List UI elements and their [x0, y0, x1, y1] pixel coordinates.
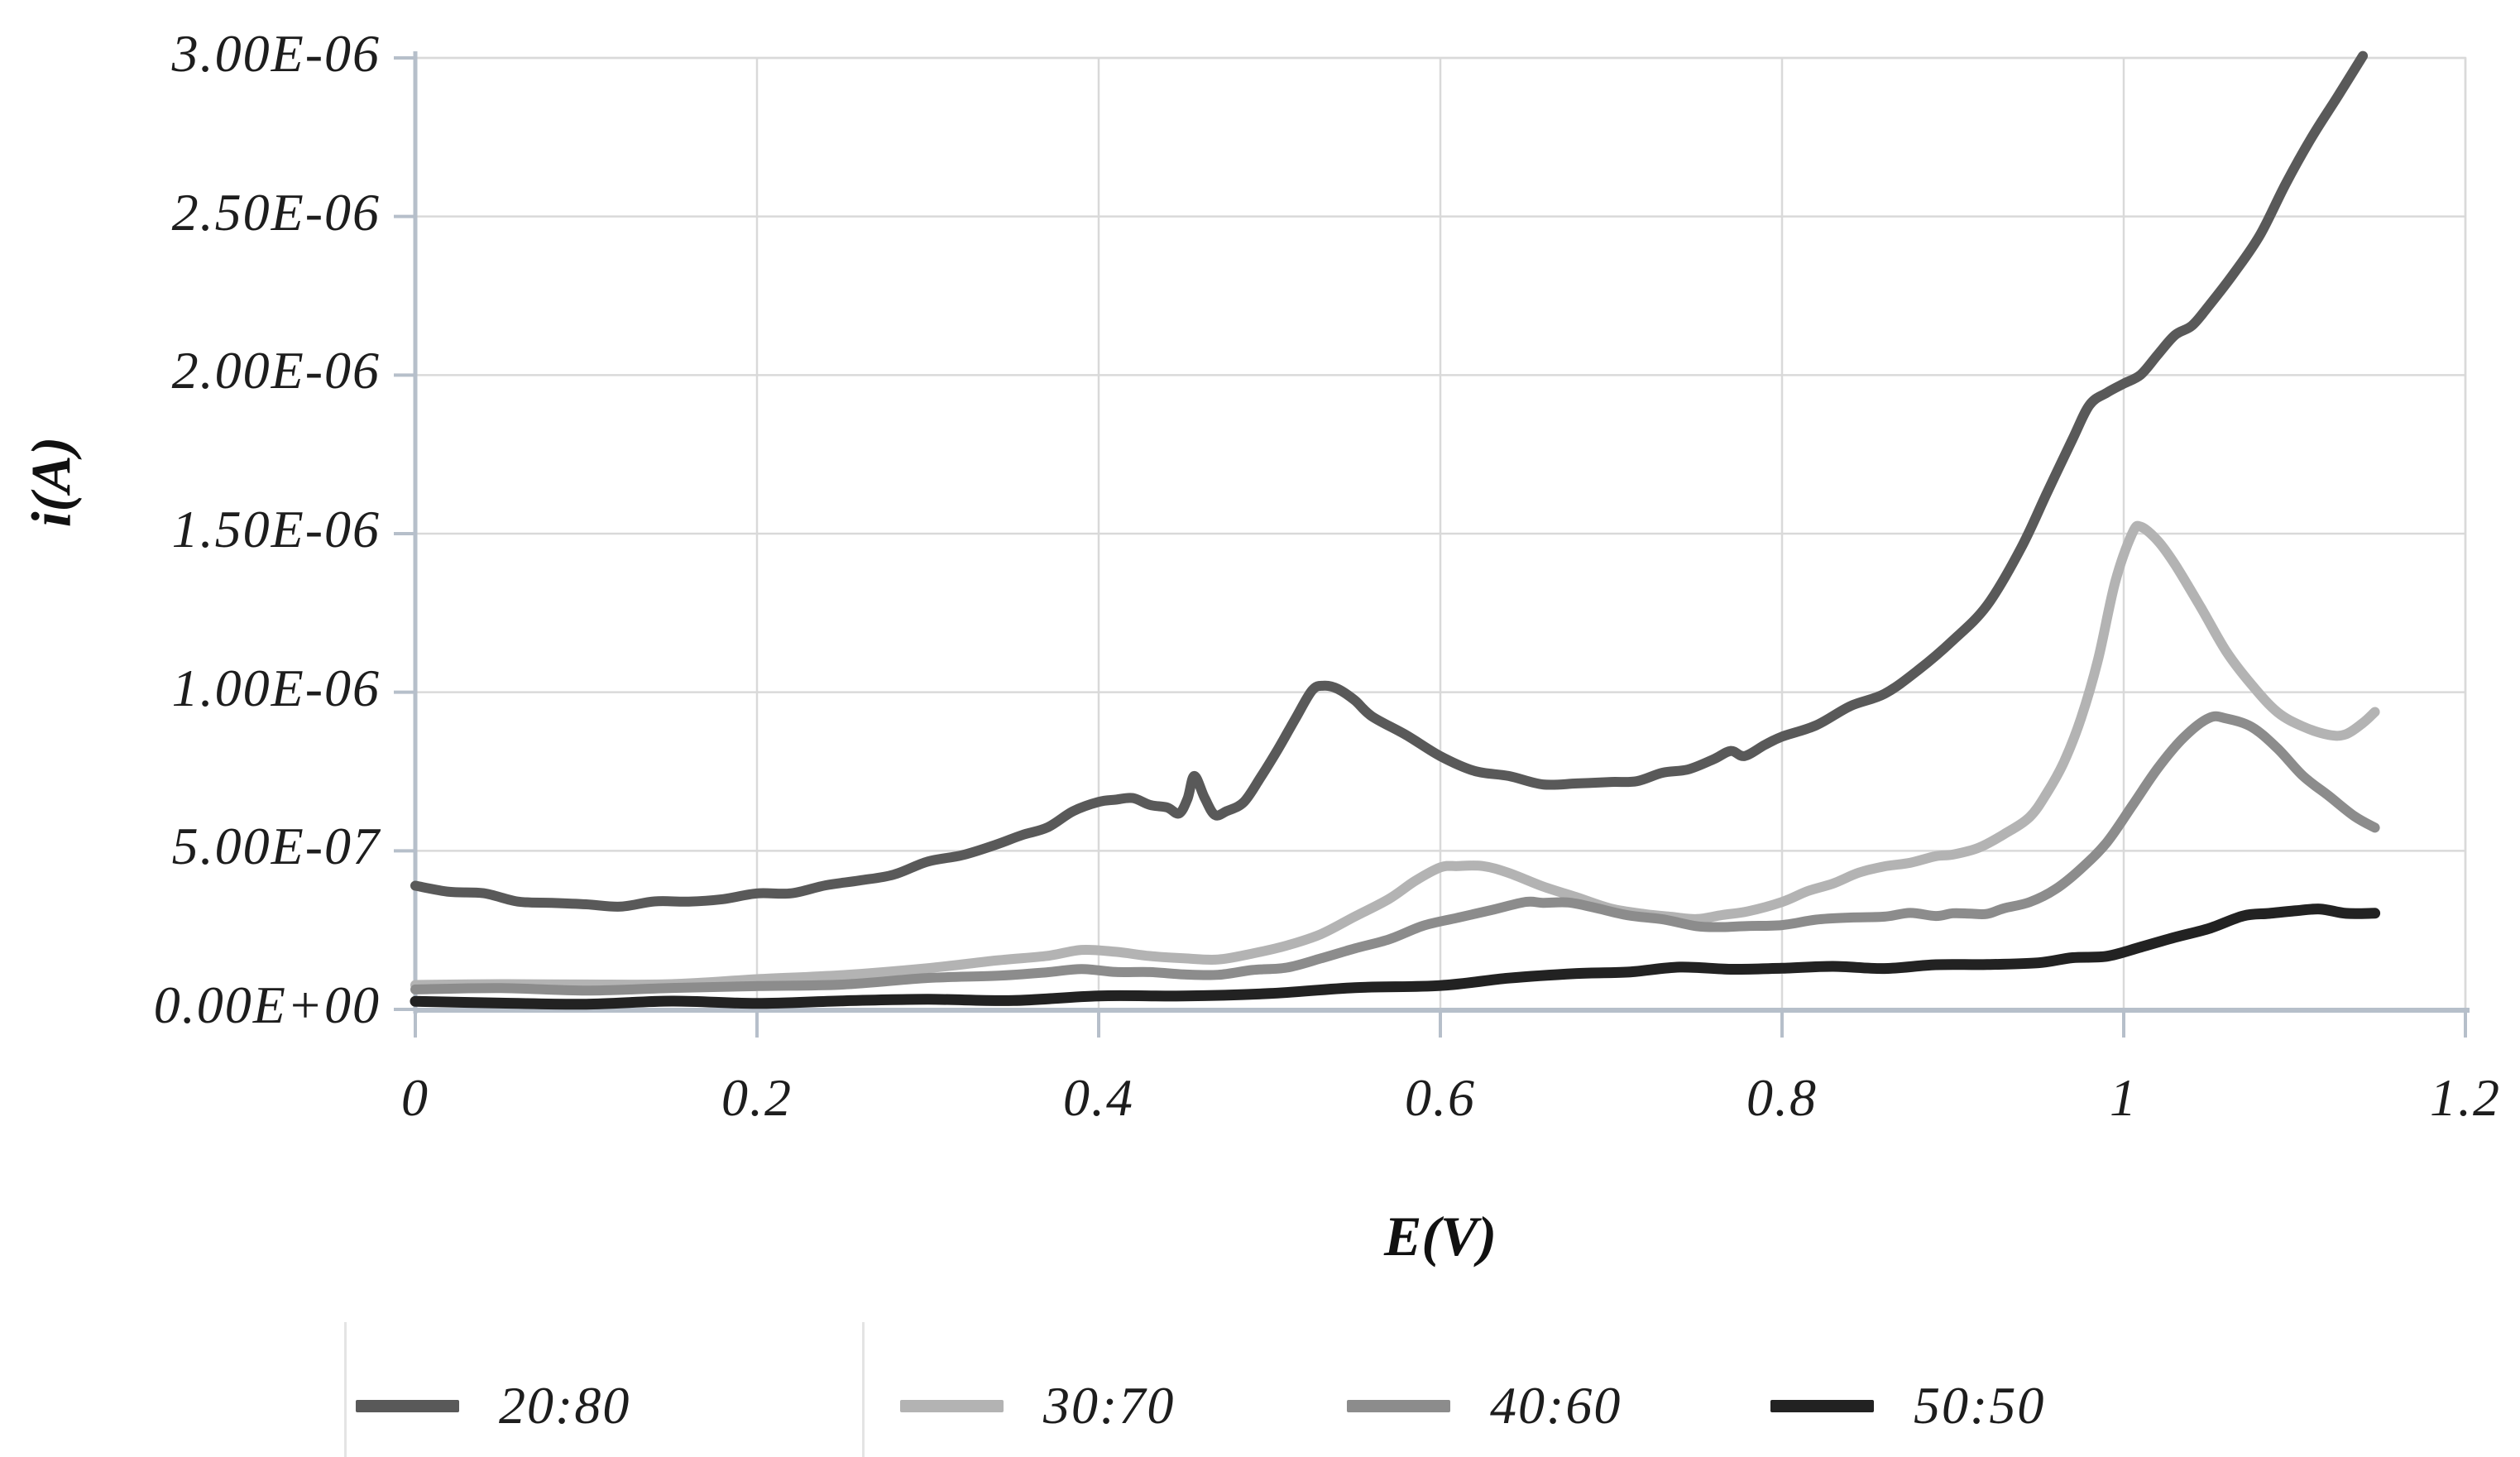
series-line-20-80: [410, 50, 2369, 912]
series-line-30-70: [410, 520, 2380, 990]
y-tick-label: 3.00E-06: [171, 24, 381, 83]
y-tick-label: 1.00E-06: [171, 658, 381, 717]
y-tick-label: 2.50E-06: [171, 182, 381, 242]
series-line-50-50: [410, 903, 2381, 1010]
y-tick-label: 2.00E-06: [171, 341, 381, 400]
y-tick-label: 1.50E-06: [171, 500, 381, 558]
series-line-40-60: [410, 711, 2380, 996]
x-tick-label: 0: [401, 1068, 429, 1127]
x-axis-title: E(V): [1384, 1205, 1497, 1268]
y-tick-label: 5.00E-07: [171, 817, 381, 876]
x-tick-label: 0.2: [721, 1068, 793, 1127]
x-tick-label: 0.4: [1063, 1068, 1134, 1127]
y-tick-label: 0.00E+00: [153, 975, 381, 1034]
x-tick-label: 0.8: [1746, 1068, 1818, 1127]
x-tick-label: 1: [2110, 1068, 2138, 1127]
x-tick-label: 1.2: [2430, 1068, 2501, 1127]
x-tick-label: 0.6: [1405, 1068, 1476, 1127]
